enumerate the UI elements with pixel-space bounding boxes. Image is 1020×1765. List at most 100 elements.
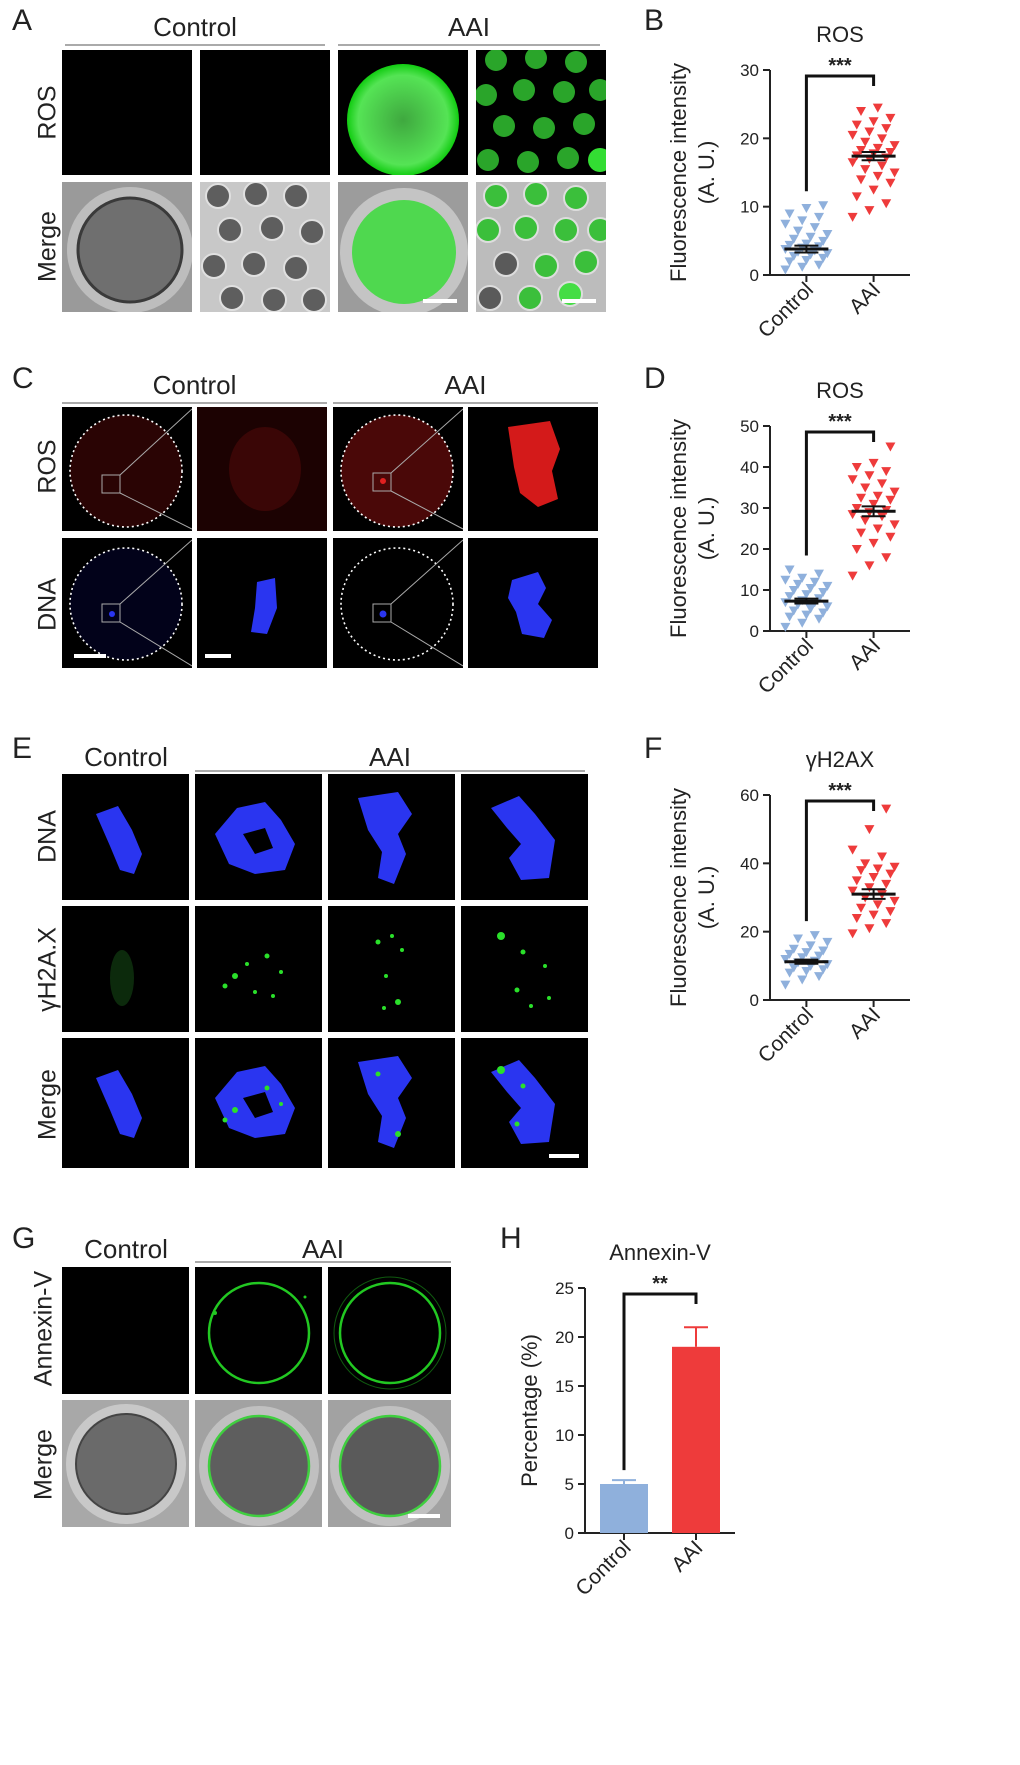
data-point bbox=[784, 968, 795, 978]
bar bbox=[600, 1484, 648, 1533]
data-point bbox=[868, 117, 879, 127]
panel-c-ros-control-zoom bbox=[197, 407, 327, 531]
panel-c-dna-aai-zoom bbox=[468, 538, 598, 668]
data-point bbox=[872, 524, 883, 534]
data-point bbox=[847, 475, 858, 485]
data-point bbox=[847, 130, 858, 140]
data-point bbox=[856, 175, 866, 185]
panel-e-header-aai: AAI bbox=[369, 742, 411, 772]
y-tick-label: 20 bbox=[740, 540, 759, 559]
data-point bbox=[801, 204, 812, 214]
y-tick-label: 10 bbox=[740, 581, 759, 600]
data-point bbox=[877, 479, 887, 489]
chart-title: Annexin-V bbox=[609, 1240, 711, 1265]
panel-e-row-label-gh2ax: γH2A.X bbox=[33, 927, 62, 1012]
y-tick-label: 0 bbox=[750, 622, 759, 641]
data-point bbox=[784, 565, 795, 575]
data-point bbox=[868, 458, 879, 468]
data-point bbox=[851, 876, 862, 886]
data-point bbox=[885, 148, 896, 157]
data-point bbox=[814, 594, 824, 604]
panel-e-merge-aai-2 bbox=[328, 1038, 455, 1168]
data-point bbox=[881, 124, 892, 134]
data-point bbox=[818, 946, 829, 956]
panel-a-merge-control-1 bbox=[62, 182, 192, 312]
data-point bbox=[788, 586, 799, 595]
x-tick-label: Control bbox=[754, 1003, 818, 1067]
panel-a-merge-control-2 bbox=[200, 182, 330, 312]
panel-c-row-label-ros: ROS bbox=[33, 439, 62, 494]
y-axis-label: Fluorescence intensity (A. U.) bbox=[666, 63, 719, 282]
data-point bbox=[885, 907, 896, 917]
data-point bbox=[780, 622, 791, 632]
chart-title: γH2AX bbox=[806, 747, 875, 772]
chart-letter-d: D bbox=[644, 362, 666, 395]
data-point bbox=[847, 158, 858, 168]
data-point bbox=[809, 931, 820, 941]
panel-e-row-label-merge: Merge bbox=[33, 1069, 62, 1140]
significance-label: *** bbox=[828, 411, 852, 433]
data-point bbox=[814, 242, 824, 252]
data-point bbox=[885, 113, 896, 123]
y-tick-label: 50 bbox=[740, 417, 759, 436]
panel-e-dna-aai-1 bbox=[195, 774, 322, 900]
data-point bbox=[885, 869, 896, 879]
data-point bbox=[818, 236, 829, 246]
data-point bbox=[797, 216, 808, 226]
chart-f: γH2AX Fluorescence intensity (A. U.) 0 20 40 6… bbox=[666, 747, 910, 1067]
bar bbox=[672, 1346, 720, 1533]
data-point bbox=[860, 516, 871, 526]
data-point bbox=[881, 467, 892, 477]
data-point bbox=[872, 491, 883, 501]
data-point bbox=[793, 226, 803, 236]
chart-letter-h: H bbox=[500, 1222, 522, 1255]
data-point bbox=[868, 499, 879, 509]
data-point bbox=[801, 590, 812, 600]
data-point bbox=[864, 206, 875, 216]
data-point bbox=[797, 953, 808, 963]
data-point bbox=[822, 581, 833, 591]
panel-a-merge-aai-2 bbox=[476, 182, 606, 312]
y-tick-label: 10 bbox=[740, 198, 759, 217]
data-point bbox=[889, 862, 900, 872]
data-point bbox=[814, 569, 824, 579]
panel-e-gh2ax-control bbox=[62, 906, 189, 1032]
y-axis-label: Percentage (%) bbox=[517, 1334, 542, 1487]
x-tick-label: AAI bbox=[845, 278, 885, 318]
panel-g-merge-aai-1 bbox=[195, 1400, 322, 1527]
data-point bbox=[784, 592, 795, 602]
data-point bbox=[885, 495, 896, 505]
data-point bbox=[860, 137, 871, 147]
y-tick-label: 5 bbox=[565, 1475, 574, 1494]
y-axis-label: Fluorescence intensity (A. U.) bbox=[666, 788, 719, 1007]
data-point bbox=[780, 980, 791, 990]
data-point bbox=[889, 141, 900, 151]
panel-a-ros-aai-2 bbox=[476, 50, 606, 175]
panel-e-dna-control bbox=[62, 774, 189, 900]
data-point bbox=[822, 230, 833, 239]
panel-a-header-control: Control bbox=[153, 12, 237, 42]
panel-c-ros-aai-zoom bbox=[468, 407, 598, 531]
data-point bbox=[814, 972, 824, 982]
data-point bbox=[814, 951, 824, 961]
data-point bbox=[814, 260, 824, 270]
panel-a-ros-control-2 bbox=[200, 50, 330, 175]
data-point bbox=[780, 219, 791, 229]
data-point bbox=[818, 201, 829, 211]
data-point bbox=[788, 944, 799, 954]
panel-g-row-label-merge: Merge bbox=[29, 1429, 58, 1500]
data-point bbox=[856, 903, 866, 913]
chart-title: ROS bbox=[816, 22, 864, 47]
panel-c-header-line-aai bbox=[333, 402, 598, 404]
significance-bracket bbox=[622, 1292, 698, 1471]
data-point bbox=[856, 145, 866, 155]
panel-a-header-line-control bbox=[65, 44, 325, 46]
significance-label: *** bbox=[828, 55, 852, 77]
panel-c-dna-control-zoom bbox=[197, 538, 327, 668]
y-tick-label: 30 bbox=[740, 499, 759, 518]
data-point bbox=[856, 493, 866, 503]
chart-letter-f: F bbox=[644, 732, 663, 765]
data-point bbox=[788, 963, 799, 973]
data-point bbox=[797, 262, 808, 272]
panel-c-header-control: Control bbox=[152, 370, 237, 400]
